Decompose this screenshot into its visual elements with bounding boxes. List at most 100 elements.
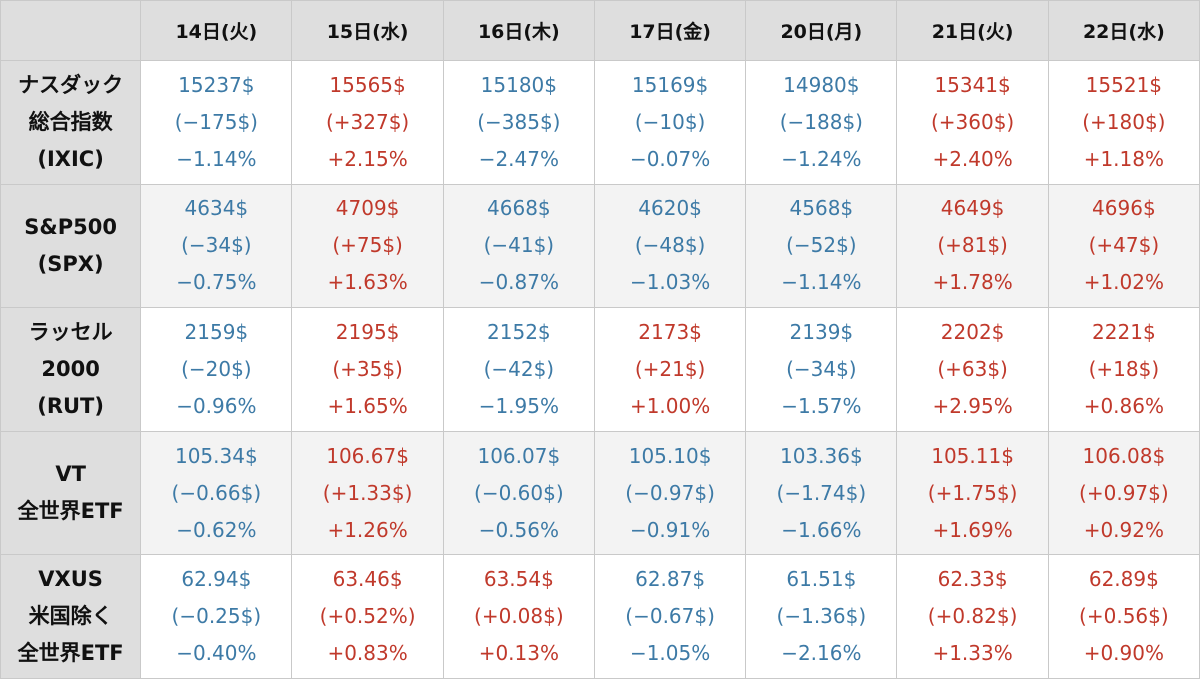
- percent-change: +1.33%: [932, 641, 1013, 666]
- price-value: 2202$: [940, 319, 1005, 344]
- price-value: 4696$: [1092, 196, 1156, 221]
- percent-change: −0.96%: [176, 393, 257, 418]
- value-cell: 63.46$ (+0.52%) +0.83%: [291, 554, 444, 679]
- price-value: 63.54$: [483, 567, 554, 592]
- percent-change: −0.40%: [176, 641, 257, 666]
- change-value: (+360$): [930, 109, 1015, 134]
- percent-change: −1.57%: [781, 393, 862, 418]
- value-cell: 2221$ (+18$) +0.86%: [1047, 307, 1200, 432]
- row-label-line: 総合指数: [28, 109, 113, 134]
- value-cell: 2195$ (+35$) +1.65%: [291, 307, 444, 432]
- price-value: 2221$: [1092, 319, 1156, 344]
- price-value: 2173$: [638, 319, 702, 344]
- price-value: 15341$: [934, 72, 1011, 97]
- row-label-line: ナスダック: [18, 72, 124, 97]
- percent-change: −1.66%: [781, 517, 862, 542]
- value-cell: 4649$ (+81$) +1.78%: [896, 183, 1049, 309]
- percent-change: −1.05%: [629, 641, 711, 666]
- percent-change: −0.07%: [629, 146, 711, 171]
- change-value: (−0.67$): [625, 604, 715, 629]
- column-header: 16日(木): [442, 0, 595, 61]
- percent-change: −1.03%: [629, 270, 711, 295]
- price-value: 4668$: [487, 196, 551, 221]
- column-header: 15日(水): [291, 0, 444, 61]
- percent-change: −2.47%: [478, 146, 559, 171]
- value-cell: 61.51$ (−1.36$) −2.16%: [745, 554, 898, 679]
- value-cell: 62.89$ (+0.56$) +0.90%: [1047, 554, 1200, 679]
- value-cell: 105.10$ (−0.97$) −0.91%: [593, 430, 747, 556]
- value-cell: 106.08$ (+0.97$) +0.92%: [1047, 430, 1200, 556]
- change-value: (+35$): [332, 356, 403, 381]
- price-value: 63.46$: [332, 567, 403, 592]
- price-value: 14980$: [783, 72, 860, 97]
- value-cell: 2139$ (−34$) −1.57%: [745, 307, 898, 432]
- price-value: 61.51$: [786, 567, 857, 592]
- percent-change: +1.65%: [327, 393, 408, 418]
- price-value: 106.67$: [326, 443, 409, 468]
- value-cell: 105.11$ (+1.75$) +1.69%: [896, 430, 1049, 556]
- row-label-line: 全世界ETF: [17, 499, 124, 524]
- change-value: (+1.33$): [322, 480, 413, 505]
- value-cell: 103.36$ (−1.74$) −1.66%: [745, 430, 898, 556]
- value-cell: 2152$ (−42$) −1.95%: [442, 307, 595, 432]
- percent-change: +2.15%: [327, 146, 408, 171]
- percent-change: −1.95%: [478, 393, 559, 418]
- change-value: (−20$): [181, 356, 252, 381]
- value-cell: 14980$ (−188$) −1.24%: [745, 60, 898, 185]
- column-header: 22日(水): [1047, 0, 1200, 61]
- table-row: ナスダック 総合指数 (IXIC) 15237$ (−175$) −1.14% 15565$…: [0, 60, 1200, 185]
- column-header: 21日(火): [896, 0, 1049, 61]
- change-value: (−34$): [786, 356, 857, 381]
- percent-change: +0.13%: [478, 641, 559, 666]
- price-value: 62.94$: [181, 567, 252, 592]
- table-row: ラッセル 2000 (RUT) 2159$ (−20$) −0.96% 2195$ (+35$…: [0, 307, 1200, 432]
- price-value: 2139$: [789, 319, 854, 344]
- table-row: VT 全世界ETF 105.34$ (−0.66$) −0.62% 106.67$ (+1.…: [0, 430, 1200, 556]
- percent-change: +1.18%: [1083, 146, 1164, 171]
- change-value: (−42$): [483, 356, 555, 381]
- percent-change: −0.62%: [176, 517, 257, 542]
- value-cell: 2202$ (+63$) +2.95%: [896, 307, 1049, 432]
- row-label-line: S&P500: [24, 214, 117, 239]
- row-label-line: 2000: [41, 356, 100, 381]
- change-value: (−0.25$): [171, 604, 262, 629]
- row-label-line: VT: [55, 462, 86, 487]
- value-cell: 15565$ (+327$) +2.15%: [291, 60, 444, 185]
- change-value: (−52$): [786, 233, 857, 258]
- value-cell: 106.07$ (−0.60$) −0.56%: [442, 430, 595, 556]
- percent-change: +1.69%: [932, 517, 1013, 542]
- row-label-line: (IXIC): [37, 146, 104, 171]
- change-value: (−385$): [477, 109, 561, 134]
- value-cell: 15237$ (−175$) −1.14%: [140, 60, 293, 185]
- price-value: 2159$: [184, 319, 249, 344]
- change-value: (−10$): [634, 109, 706, 134]
- value-cell: 2159$ (−20$) −0.96%: [140, 307, 293, 432]
- change-value: (+0.08$): [474, 604, 564, 629]
- row-label-line: 米国除く: [28, 604, 113, 629]
- percent-change: +2.95%: [932, 393, 1013, 418]
- value-cell: 15341$ (+360$) +2.40%: [896, 60, 1049, 185]
- price-value: 105.34$: [174, 443, 258, 468]
- percent-change: +1.02%: [1083, 270, 1164, 295]
- value-cell: 15169$ (−10$) −0.07%: [593, 60, 747, 185]
- value-cell: 4620$ (−48$) −1.03%: [593, 183, 747, 309]
- price-value: 62.87$: [635, 567, 706, 592]
- percent-change: −0.75%: [176, 270, 257, 295]
- percent-change: +0.83%: [327, 641, 408, 666]
- price-value: 62.33$: [937, 567, 1008, 592]
- price-value: 105.10$: [628, 443, 712, 468]
- price-value: 15565$: [329, 72, 406, 97]
- value-cell: 15180$ (−385$) −2.47%: [442, 60, 595, 185]
- change-value: (−0.60$): [474, 480, 564, 505]
- percent-change: −1.14%: [781, 270, 862, 295]
- row-label: S&P500 (SPX): [0, 183, 142, 309]
- price-value: 2195$: [335, 319, 400, 344]
- change-value: (−1.74$): [776, 480, 867, 505]
- percent-change: +0.86%: [1083, 393, 1164, 418]
- change-value: (−48$): [634, 233, 706, 258]
- percent-change: +2.40%: [932, 146, 1013, 171]
- change-value: (+0.82$): [927, 604, 1018, 629]
- change-value: (+47$): [1088, 233, 1160, 258]
- change-value: (+327$): [325, 109, 410, 134]
